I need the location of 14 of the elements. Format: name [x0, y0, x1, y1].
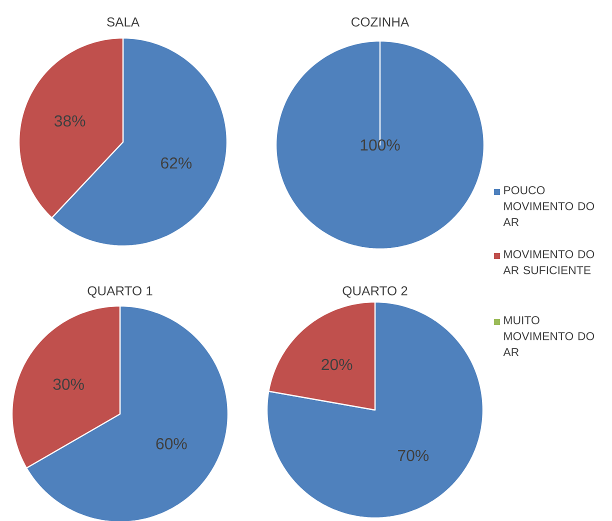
chart-title: QUARTO 1	[88, 286, 152, 298]
data-label: 38%	[54, 115, 86, 127]
chart-title: SALA	[107, 17, 140, 27]
chart-title: QUARTO 2	[342, 286, 408, 298]
legend-label: MUITO MOVIMENTO DO AR	[503, 316, 594, 356]
legend-label: POUCO MOVIMENTO DO AR	[503, 186, 594, 226]
data-label: 60%	[156, 438, 187, 450]
chart-title: COZINHA	[352, 17, 410, 27]
data-label: 20%	[322, 358, 352, 370]
data-label: 30%	[53, 378, 84, 390]
data-label: 100%	[360, 139, 400, 151]
data-label: 62%	[161, 157, 192, 169]
data-label: 70%	[398, 450, 429, 462]
legend-label: MOVIMENTO DO AR SUFICIENTE	[503, 250, 594, 274]
